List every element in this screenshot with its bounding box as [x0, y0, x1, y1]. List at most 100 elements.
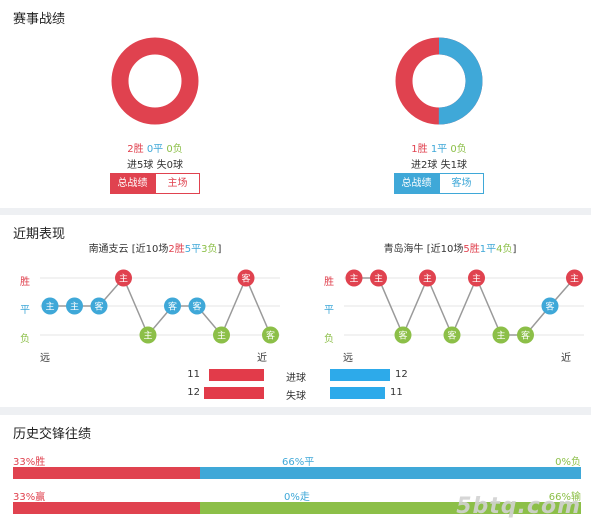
home-axis-draw: 平: [20, 305, 30, 316]
home-match-dot-1: [41, 297, 59, 315]
home-draw-count: 0平: [146, 144, 164, 155]
away-match-point-5[interactable]: 客: [443, 326, 461, 344]
away-recent-prefix: [近10场: [426, 244, 464, 255]
history-row2-bar: [13, 502, 581, 514]
home-match-dot-10: [262, 326, 279, 344]
away-match-dot-5: [443, 326, 461, 344]
away-axis-loss: 负: [324, 334, 334, 345]
away-match-point-2[interactable]: 主: [370, 269, 387, 287]
away-match-venue-3: 客: [398, 330, 407, 342]
away-match-point-8[interactable]: 客: [517, 326, 534, 344]
section-title-recent: 近期表现: [13, 227, 66, 242]
history-row1-right: 0%负: [555, 457, 581, 468]
home-match-point-5[interactable]: 主: [139, 326, 157, 344]
home-tab-home[interactable]: 主场: [155, 173, 200, 194]
away-match-point-6[interactable]: 主: [468, 269, 485, 287]
hist2-segment-loss: [200, 502, 581, 514]
home-axis-far: 远: [40, 353, 50, 364]
away-recent-wins: 5胜: [463, 244, 480, 255]
away-recent-draws: 1平: [479, 244, 497, 255]
away-axis-win: 胜: [324, 277, 334, 288]
away-match-venue-5: 客: [447, 330, 456, 342]
away-form-chart: 主主客主客主主 客客主: [344, 269, 584, 344]
home-match-dot-3: [90, 297, 108, 315]
away-match-venue-4: 主: [423, 273, 432, 285]
home-axis-loss: 负: [20, 334, 30, 345]
away-record-wdl: 1胜 1平 0负: [379, 140, 499, 155]
away-form-line: [354, 276, 576, 337]
away-loss-count: 0负: [450, 144, 467, 155]
history-row1-bar: [13, 467, 581, 479]
home-match-venue-6: 客: [168, 301, 177, 313]
away-match-venue-1: 主: [349, 273, 358, 285]
home-team-name: 南通支云: [88, 244, 129, 255]
home-match-point-6[interactable]: 客: [164, 297, 181, 315]
home-match-dot-7: [188, 297, 206, 315]
home-match-dot-8: [213, 326, 230, 344]
away-donut-draw-arc: [395, 37, 483, 125]
home-tab-total[interactable]: 总战绩: [110, 173, 155, 194]
away-match-venue-2: 主: [374, 273, 383, 285]
home-form-line: [50, 276, 272, 337]
section-title-history: 历史交锋往绩: [13, 427, 92, 442]
away-tab-total[interactable]: 总战绩: [394, 173, 439, 194]
home-match-point-8[interactable]: 主: [213, 326, 230, 344]
away-match-point-4[interactable]: 主: [419, 269, 436, 287]
home-match-venue-8: 主: [217, 330, 226, 342]
away-match-dot-2: [370, 269, 387, 287]
away-match-dot-1: [345, 269, 363, 287]
home-recent-header: 南通支云 [近10场2胜5平3负]: [80, 240, 230, 255]
home-match-venue-5: 主: [143, 330, 152, 342]
history-row2-right: 66%输: [548, 492, 581, 503]
away-draw-count: 1平: [430, 144, 448, 155]
away-match-point-10[interactable]: 主: [566, 269, 583, 287]
home-scored-value: 11: [187, 369, 200, 380]
home-match-dot-6: [164, 297, 181, 315]
home-goals-summary: 进5球 失0球: [127, 160, 183, 171]
home-recent-prefix: [近10场: [131, 244, 169, 255]
home-match-venue-7: 客: [192, 301, 201, 313]
home-recent-losses: 3负: [201, 244, 218, 255]
home-record-donut: [111, 37, 199, 125]
away-match-point-1[interactable]: 主: [345, 269, 363, 287]
home-recent-suffix: ]: [217, 244, 222, 255]
home-donut-win-ring: [111, 37, 199, 125]
home-match-dot-9: [237, 269, 255, 287]
home-match-venue-4: 主: [119, 273, 128, 285]
away-axis-near: 近: [561, 353, 571, 364]
home-match-point-1[interactable]: 主: [41, 297, 59, 315]
away-match-dot-6: [468, 269, 485, 287]
home-recent-draws: 5平: [184, 244, 202, 255]
home-match-dot-2: [66, 297, 83, 315]
away-match-point-3[interactable]: 客: [394, 326, 412, 344]
away-match-venue-6: 主: [472, 273, 481, 285]
home-match-point-10[interactable]: 客: [262, 326, 279, 344]
away-match-dot-4: [419, 269, 436, 287]
home-conceded-bar: [204, 387, 264, 399]
home-match-point-9[interactable]: 客: [237, 269, 255, 287]
away-match-point-9[interactable]: 客: [541, 297, 559, 315]
away-match-dot-9: [541, 297, 559, 315]
home-match-dot-5: [139, 326, 157, 344]
away-record-donut: [395, 37, 483, 125]
away-axis-draw: 平: [324, 305, 334, 316]
home-match-point-2[interactable]: 主: [66, 297, 83, 315]
home-match-point-3[interactable]: 客: [90, 297, 108, 315]
home-record-tabs: 总战绩 主场: [110, 173, 200, 194]
away-match-point-7[interactable]: 主: [492, 326, 510, 344]
conceded-label: 失球: [286, 391, 306, 402]
away-match-dot-8: [517, 326, 534, 344]
home-match-point-7[interactable]: 客: [188, 297, 206, 315]
home-match-venue-3: 客: [94, 301, 103, 313]
away-win-count: 1胜: [411, 144, 428, 155]
home-recent-wins: 2胜: [168, 244, 185, 255]
home-conceded-value: 12: [187, 387, 200, 398]
away-tab-away[interactable]: 客场: [439, 173, 484, 194]
history-row1-mid: 66%平: [282, 457, 315, 468]
away-match-venue-7: 主: [496, 330, 505, 342]
away-recent-header: 青岛海牛 [近10场5胜1平4负]: [370, 240, 530, 255]
home-match-point-4[interactable]: 主: [115, 269, 132, 287]
away-goals-summary: 进2球 失1球: [411, 160, 467, 171]
record-panel: 赛事战绩 2胜 0平 0负 进5球 失0球 总战绩 主场 1胜 1平 0负 进2…: [0, 0, 591, 208]
history-panel: 历史交锋往绩 33%胜 66%平 0%负 33%赢 0%走 66%输 5btq.…: [0, 415, 591, 521]
